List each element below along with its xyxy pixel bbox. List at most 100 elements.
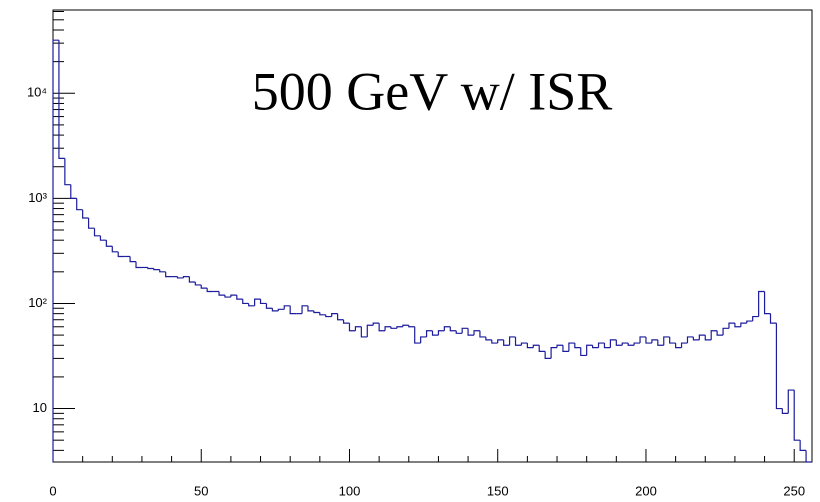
- histogram-bin: [763, 291, 771, 315]
- histogram-bin: [520, 342, 528, 346]
- histogram-bin: [722, 327, 729, 336]
- histogram-bin: [76, 198, 83, 211]
- histogram-bin: [414, 326, 421, 344]
- histogram-bin: [669, 336, 676, 344]
- histogram-bin: [153, 268, 160, 271]
- histogram-bin: [597, 342, 605, 348]
- histogram-bin: [491, 339, 498, 344]
- histogram-bin: [740, 322, 747, 327]
- y-tick-label: 10³: [28, 190, 47, 205]
- histogram-bin: [538, 345, 546, 352]
- histogram-bin: [105, 240, 113, 247]
- histogram-bin: [437, 330, 445, 336]
- histogram-bin: [82, 209, 89, 219]
- histogram-bin: [319, 312, 326, 316]
- histogram-bin: [159, 269, 166, 273]
- histogram-bin: [402, 324, 409, 327]
- histogram-bin: [657, 339, 664, 346]
- histogram-bin: [135, 261, 142, 269]
- histogram-bin: [627, 343, 635, 346]
- histogram-bin: [633, 342, 641, 346]
- histogram-bin: [408, 325, 415, 328]
- histogram-bin: [568, 342, 575, 352]
- histogram-bin: [544, 351, 552, 360]
- histogram-bin: [639, 336, 646, 344]
- histogram-bin: [592, 345, 599, 349]
- histogram-bin: [331, 313, 338, 317]
- histogram-bin: [176, 276, 184, 279]
- histogram-bin: [224, 295, 231, 298]
- histogram-bin: [580, 347, 587, 357]
- histogram-bin: [775, 323, 783, 410]
- y-tick-label: 10: [33, 400, 47, 415]
- histogram-bin: [117, 251, 125, 258]
- histogram-bin: [710, 330, 718, 340]
- histogram-bin: [586, 344, 593, 356]
- histogram-bin: [692, 336, 700, 341]
- histogram-bin: [271, 308, 279, 312]
- histogram-bin: [70, 184, 77, 199]
- histogram-bin: [455, 330, 463, 334]
- x-tick-label: 150: [487, 483, 509, 498]
- histogram-bin: [58, 40, 65, 160]
- histogram-bin: [514, 336, 522, 346]
- histogram-bin: [425, 330, 433, 337]
- histogram-bin: [129, 256, 137, 263]
- histogram-bin: [431, 330, 439, 336]
- histogram-bin: [467, 328, 475, 336]
- x-tick-label: 250: [783, 483, 805, 498]
- histogram-bin: [603, 343, 611, 349]
- histogram-bin: [532, 344, 540, 348]
- histogram-bin: [752, 315, 759, 322]
- histogram-bin: [52, 39, 59, 462]
- histogram-bin: [805, 450, 812, 463]
- histogram-bin: [265, 303, 273, 309]
- histogram-bin: [188, 276, 196, 283]
- histogram-bin: [734, 323, 741, 328]
- histogram-bin: [769, 313, 777, 324]
- chart-title: 500 GeV w/ ISR: [252, 61, 613, 121]
- histogram-bin: [194, 282, 202, 286]
- histogram-bin: [360, 326, 368, 338]
- histogram-bin: [301, 305, 308, 314]
- histogram-bin: [473, 330, 480, 336]
- histogram-bin: [621, 342, 629, 346]
- histogram-bin: [242, 299, 249, 305]
- histogram-bin: [206, 288, 214, 293]
- x-tick-label: 100: [339, 483, 361, 498]
- histogram-bin: [461, 327, 469, 334]
- histogram-bin: [337, 313, 344, 321]
- histogram-bin: [372, 322, 380, 326]
- histogram-bin: [254, 298, 261, 306]
- histogram-bin: [449, 326, 457, 332]
- histogram-bin: [259, 299, 267, 305]
- histogram-bin: [526, 343, 534, 349]
- histogram-bin: [781, 408, 789, 414]
- histogram-bin: [283, 305, 291, 310]
- histogram-bin: [289, 305, 297, 315]
- histogram-bin: [390, 326, 397, 329]
- histogram-bin: [348, 323, 356, 332]
- histogram-bin: [799, 440, 807, 451]
- histogram-bin: [277, 308, 285, 311]
- histogram-bin: [704, 335, 712, 341]
- histogram-bin: [787, 389, 795, 414]
- histogram-bin: [485, 336, 492, 341]
- histogram-bin: [793, 390, 801, 441]
- x-tick-label: 200: [635, 483, 657, 498]
- x-tick-label: 0: [49, 483, 56, 498]
- histogram-bin: [716, 330, 724, 336]
- histogram-bin: [562, 345, 569, 352]
- y-tick-label: 10²: [28, 295, 47, 310]
- histogram-bin: [663, 336, 670, 346]
- histogram-bin: [248, 303, 255, 307]
- histogram-bin: [686, 336, 694, 344]
- histogram-bin: [443, 326, 451, 331]
- histogram-bin: [508, 336, 516, 346]
- histogram-bin: [236, 295, 243, 300]
- y-tick-label: 10⁴: [27, 85, 47, 100]
- histogram-bin: [645, 336, 652, 344]
- histogram-bin: [366, 324, 374, 337]
- histogram-bin: [111, 246, 119, 253]
